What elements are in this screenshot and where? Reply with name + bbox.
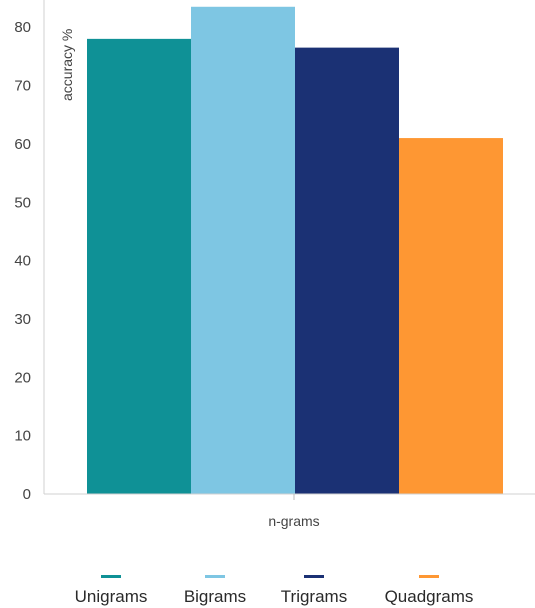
legend-label-unigrams: Unigrams — [75, 587, 148, 606]
bar-unigrams — [87, 38, 191, 495]
legend-label-bigrams: Bigrams — [184, 587, 246, 606]
legend-swatch-trigrams — [304, 575, 324, 578]
bar-bigrams — [191, 6, 295, 495]
y-tick-label: 40 — [14, 253, 31, 270]
legend-label-trigrams: Trigrams — [281, 587, 347, 606]
legend: Unigrams Bigrams Trigrams Quadgrams — [75, 575, 474, 606]
legend-label-quadgrams: Quadgrams — [385, 587, 474, 606]
y-tick-label: 80 — [14, 19, 31, 36]
x-axis: n-grams — [44, 493, 535, 529]
legend-swatch-unigrams — [101, 575, 121, 578]
y-tick-label: 0 — [23, 486, 31, 503]
x-axis-title: n-grams — [268, 513, 319, 529]
bars — [87, 6, 503, 495]
legend-swatch-quadgrams — [419, 575, 439, 578]
y-tick-label: 30 — [14, 311, 31, 328]
legend-swatch-bigrams — [205, 575, 225, 578]
y-axis-title: accuracy % — [59, 29, 75, 101]
y-tick-label: 70 — [14, 78, 31, 95]
y-axis: 0 10 20 30 40 50 60 70 80 — [14, 0, 45, 503]
bar-trigrams — [295, 47, 399, 495]
bar-quadgrams — [399, 138, 503, 494]
y-tick-label: 50 — [14, 194, 31, 211]
y-tick-label: 60 — [14, 136, 31, 153]
y-tick-label: 20 — [14, 369, 31, 386]
y-tick-label: 10 — [14, 428, 31, 445]
